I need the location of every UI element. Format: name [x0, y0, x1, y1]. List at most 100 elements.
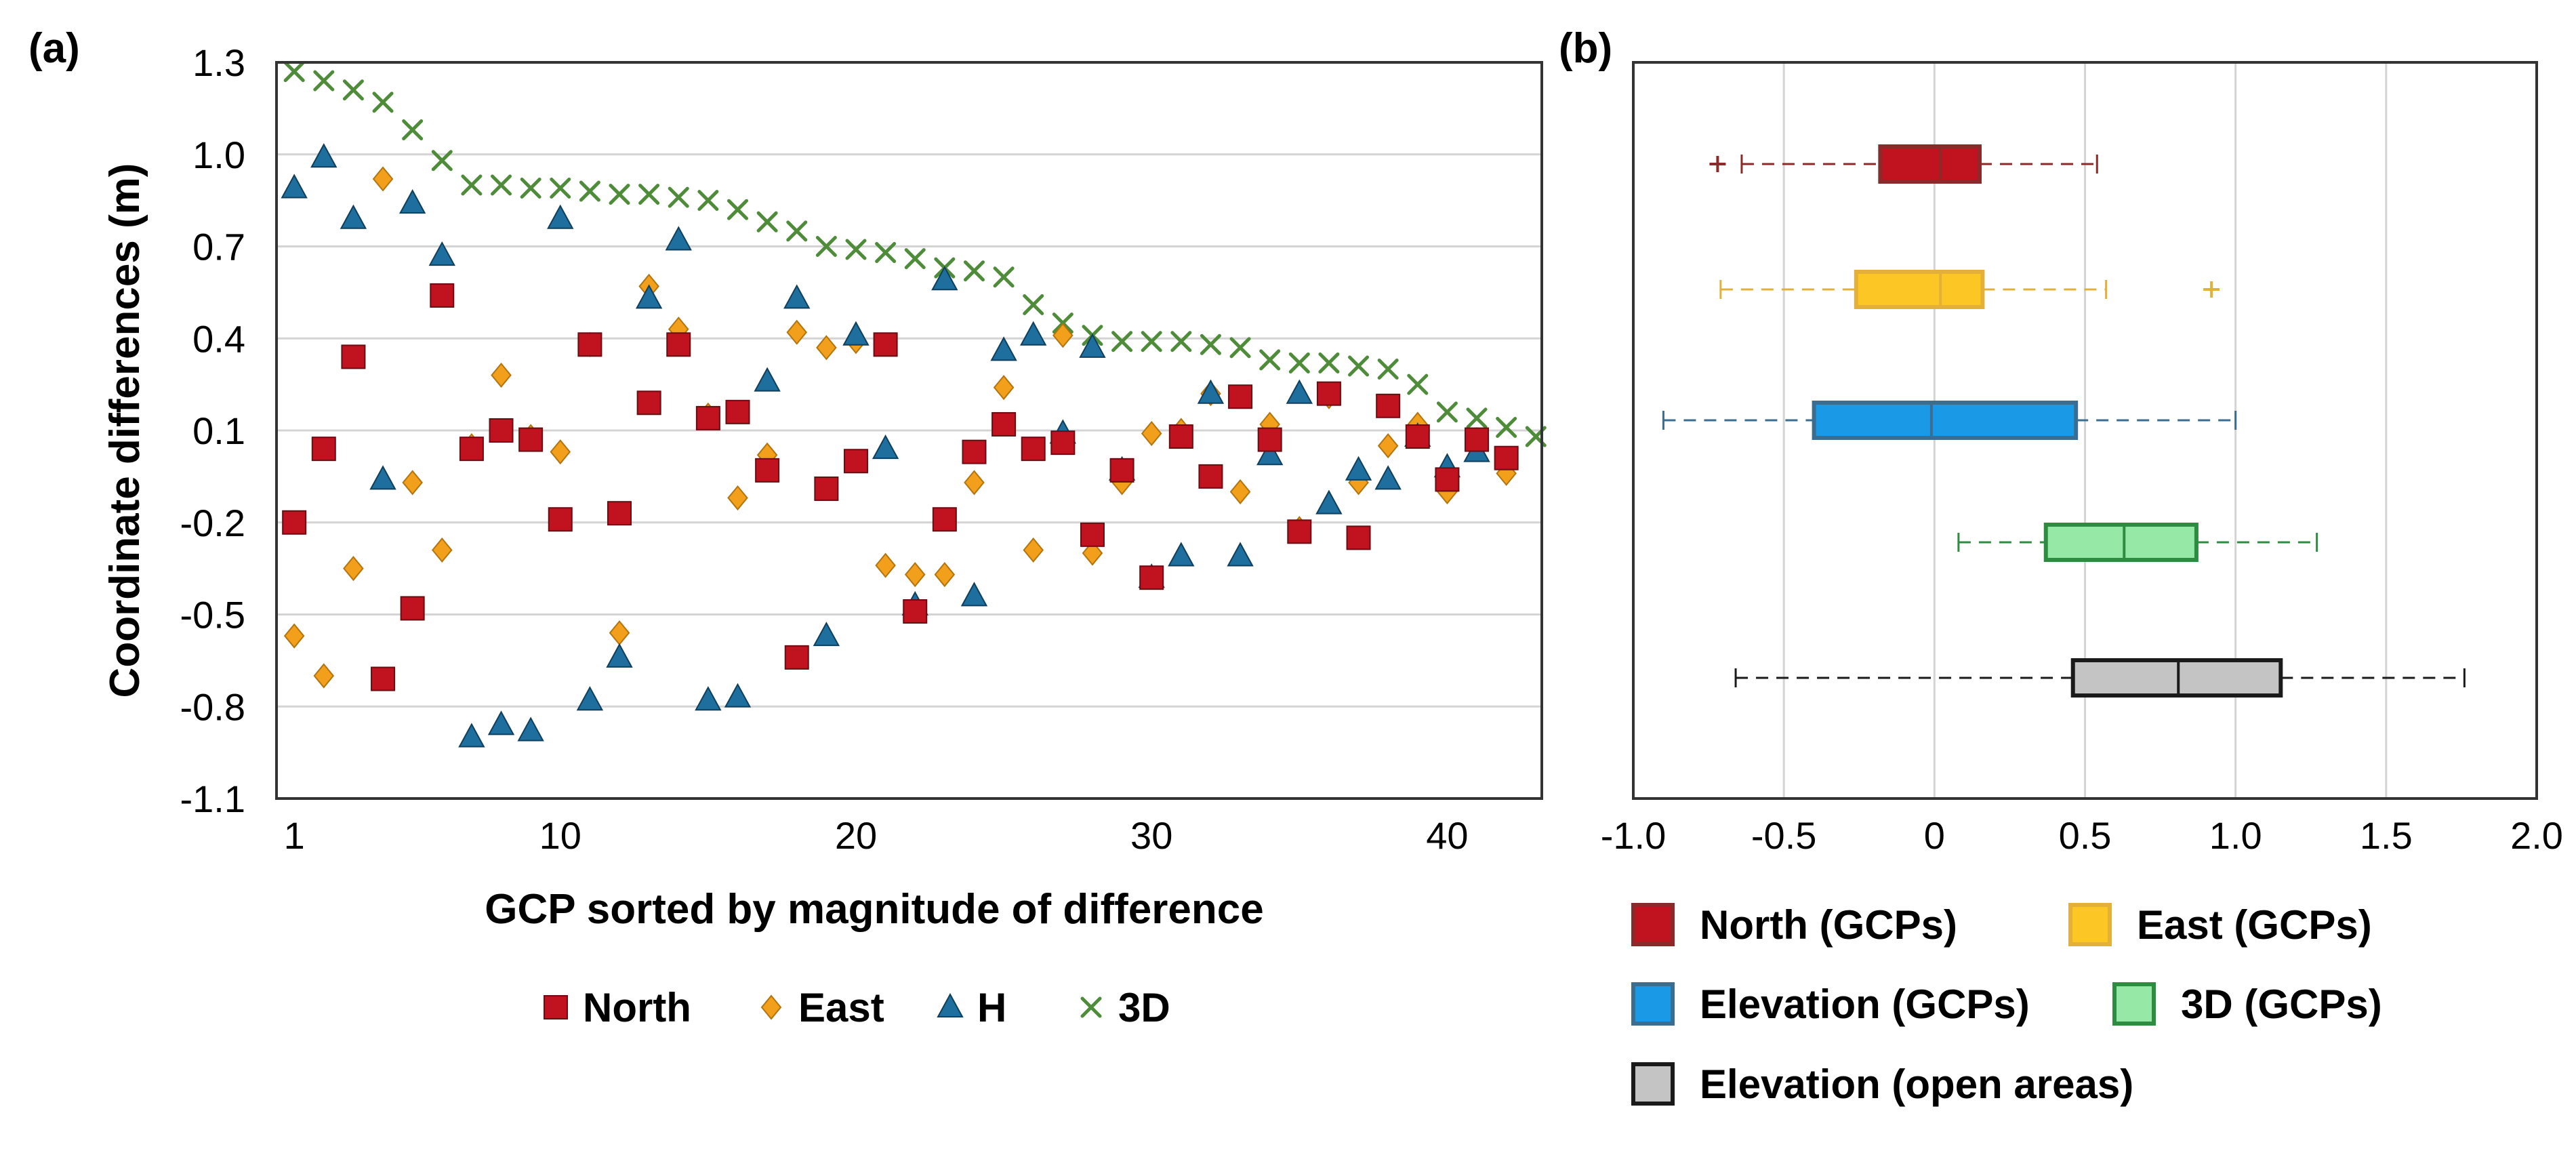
point-east	[283, 623, 305, 649]
scatter-points	[281, 61, 1547, 748]
point-north	[1168, 424, 1193, 449]
point-h	[547, 204, 574, 229]
box-east-gcps	[1719, 270, 2220, 309]
panel-label-b: (b)	[1559, 25, 1612, 72]
point-3d	[786, 220, 808, 242]
legend-label-east: East	[798, 985, 884, 1030]
scatter-y-axis-title: Coordinate differences (m)	[102, 163, 148, 698]
point-north	[695, 405, 720, 430]
point-north	[991, 411, 1017, 437]
point-3d	[1288, 352, 1310, 373]
legend-marker-north	[544, 995, 568, 1019]
boxplot-x-tick-label: 1.5	[2360, 814, 2413, 857]
scatter-x-tick-label: 30	[1130, 814, 1172, 857]
point-north	[1494, 445, 1519, 470]
point-north	[400, 596, 425, 621]
point-north	[1316, 381, 1341, 406]
box-iqr	[1878, 144, 1982, 184]
legend-swatch	[2068, 903, 2112, 946]
boxplot-boxes	[1662, 144, 2466, 698]
point-3d	[550, 178, 571, 199]
legend-label: Elevation (GCPs)	[1700, 982, 2030, 1027]
point-north	[1405, 424, 1430, 449]
point-h	[606, 643, 633, 668]
scatter-x-axis-title: GCP sorted by magnitude of difference	[485, 886, 1263, 933]
point-east	[993, 375, 1015, 401]
point-3d	[1259, 349, 1281, 371]
scatter-y-tick-label: -0.5	[180, 594, 246, 637]
point-north	[459, 437, 484, 462]
point-h	[931, 266, 958, 291]
point-3d	[875, 242, 897, 264]
boxplot-x-tick-label: -1.0	[1601, 814, 1667, 857]
point-north	[1021, 437, 1046, 462]
point-north	[843, 449, 868, 474]
point-north	[755, 458, 780, 483]
point-3d	[1377, 359, 1399, 380]
point-3d	[1200, 334, 1221, 355]
point-3d	[1111, 331, 1133, 352]
point-north	[1465, 427, 1490, 452]
point-h	[695, 686, 722, 711]
point-3d	[491, 174, 512, 196]
point-north	[1109, 458, 1134, 483]
point-3d	[1318, 352, 1340, 373]
box-iqr	[2043, 523, 2199, 562]
point-east	[1082, 540, 1103, 566]
boxplot-x-tick-label: -0.5	[1751, 814, 1817, 857]
point-3d	[402, 119, 424, 141]
point-north	[341, 344, 366, 369]
point-north	[1080, 522, 1105, 547]
point-h	[1020, 321, 1047, 346]
point-3d	[461, 174, 483, 196]
point-h	[1374, 465, 1402, 490]
scatter-y-tick-label: -0.8	[180, 685, 246, 728]
point-north	[903, 599, 928, 624]
boxplot-plot-frame	[1632, 61, 2538, 800]
point-east	[313, 663, 335, 689]
point-3d	[1496, 416, 1517, 438]
scatter-x-tick-label: 1	[284, 814, 305, 857]
scatter-y-tick-label: 0.4	[192, 317, 245, 360]
point-h	[428, 241, 455, 266]
point-3d	[1170, 331, 1192, 352]
point-h	[635, 284, 663, 309]
legend-marker-east	[760, 994, 782, 1020]
point-h	[1168, 542, 1195, 567]
point-north	[548, 507, 573, 532]
point-north	[1198, 464, 1223, 489]
point-north	[1287, 519, 1312, 544]
point-north	[666, 332, 691, 357]
point-north	[1228, 384, 1253, 409]
legend-label-3d: 3D	[1118, 985, 1170, 1030]
point-h	[813, 622, 840, 647]
point-3d	[520, 178, 541, 199]
point-h	[1345, 456, 1372, 481]
scatter-y-tick-label: 1.0	[192, 134, 245, 176]
point-east	[431, 537, 453, 563]
point-h	[398, 189, 426, 214]
point-east	[491, 362, 512, 388]
point-3d	[904, 248, 926, 270]
point-north	[311, 437, 336, 462]
point-east	[1023, 537, 1044, 563]
point-h	[281, 174, 308, 199]
point-3d	[993, 266, 1015, 288]
point-east	[1052, 323, 1074, 348]
scatter-x-tick-label: 10	[539, 814, 581, 857]
point-north	[1346, 525, 1371, 550]
point-north	[962, 439, 987, 464]
point-h	[990, 336, 1017, 361]
point-north	[814, 476, 839, 501]
scatter-y-tick-label: -0.2	[180, 502, 246, 544]
point-3d	[431, 150, 453, 171]
point-h	[783, 284, 811, 309]
scatter-gridlines	[277, 61, 1542, 800]
point-north	[725, 399, 750, 424]
boxplot-chart: -1.0 -0.5 0 0.5 1.0 1.5 2.0 North (GCPs) East (…	[1601, 61, 2563, 1107]
point-east	[786, 319, 808, 345]
boxplot-x-tick-label: 0.5	[2059, 814, 2112, 857]
point-east	[1229, 479, 1251, 505]
point-north	[784, 645, 809, 670]
